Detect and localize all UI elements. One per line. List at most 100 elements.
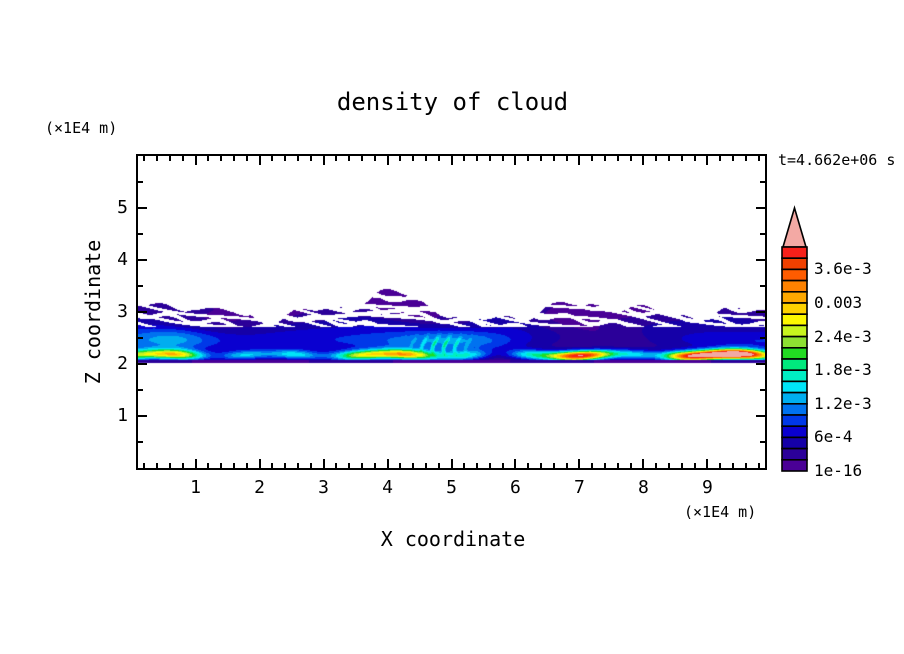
y-tick-label: 4 <box>117 249 128 270</box>
x-axis-tick <box>424 463 427 468</box>
x-tick-label: 5 <box>446 477 457 498</box>
x-axis-tick <box>642 156 645 165</box>
colorbar-cell <box>781 257 808 271</box>
x-axis-tick <box>476 156 479 161</box>
y-axis-tick <box>138 285 143 287</box>
x-axis-tick <box>168 463 171 468</box>
x-axis-tick <box>565 463 568 468</box>
colorbar-tick-label: 6e-4 <box>814 427 853 447</box>
x-axis-tick <box>322 156 325 165</box>
y-axis-tick <box>756 363 765 365</box>
x-axis-tick <box>591 156 594 161</box>
x-axis-tick <box>437 463 440 468</box>
x-axis-tick <box>271 463 274 468</box>
colorbar-cell <box>781 380 808 394</box>
x-axis-tick <box>284 463 287 468</box>
colorbar <box>779 205 810 473</box>
x-axis-tick <box>552 463 555 468</box>
x-tick-label: 7 <box>574 477 585 498</box>
x-axis-tick <box>143 463 146 468</box>
x-axis-tick <box>616 156 619 161</box>
x-tick-label: 6 <box>510 477 521 498</box>
x-axis-tick <box>732 156 734 161</box>
y-axis-tick <box>138 259 147 261</box>
colorbar-cell <box>781 268 808 282</box>
x-axis-tick <box>527 156 530 161</box>
colorbar-cell <box>781 279 808 293</box>
colorbar-overflow-arrow <box>781 205 808 248</box>
x-axis-tick <box>399 156 402 161</box>
x-axis-tick <box>220 156 223 161</box>
x-tick-label: 1 <box>190 477 201 498</box>
x-axis-tick <box>540 463 543 468</box>
colorbar-cell <box>781 425 808 439</box>
x-axis-tick <box>437 156 440 161</box>
x-axis-tick <box>450 156 453 165</box>
x-axis-tick <box>463 463 466 468</box>
x-axis-tick <box>757 156 760 161</box>
x-axis-tick <box>693 463 696 468</box>
y-axis-tick <box>138 181 143 183</box>
colorbar-tick-label: 1e-16 <box>814 461 863 480</box>
x-axis-tick <box>488 463 491 468</box>
x-axis-tick <box>655 156 658 161</box>
x-axis-tick <box>706 156 709 165</box>
x-axis-tick <box>156 463 159 468</box>
x-axis-tick <box>181 156 184 161</box>
x-axis-tick <box>258 156 261 165</box>
x-axis-tick <box>271 156 274 161</box>
x-axis-tick <box>309 156 312 161</box>
x-axis-tick <box>168 156 171 161</box>
x-axis-tick <box>348 463 351 468</box>
y-axis-tick <box>760 285 765 287</box>
x-axis-tick <box>732 463 734 468</box>
y-axis-tick <box>138 337 143 339</box>
x-axis-tick <box>629 156 632 161</box>
y-axis-tick <box>138 441 143 443</box>
x-axis-tick <box>258 459 261 468</box>
x-axis-tick <box>680 156 683 161</box>
colorbar-cell <box>781 414 808 427</box>
x-axis-tick <box>578 156 581 165</box>
x-axis-tick <box>501 463 504 468</box>
colorbar-cell <box>781 347 808 360</box>
x-axis-tick <box>245 463 248 468</box>
y-axis-tick <box>138 415 147 417</box>
x-axis-tick <box>565 156 568 161</box>
x-axis-tick <box>668 156 671 161</box>
x-axis-tick <box>373 463 376 468</box>
x-axis-tick <box>706 459 709 468</box>
y-axis-tick <box>756 259 765 261</box>
colorbar-cell <box>781 459 808 472</box>
x-axis-tick <box>412 156 415 161</box>
colorbar-tick-label: 1.8e-3 <box>814 360 872 380</box>
y-axis-tick <box>138 311 147 313</box>
x-axis-tick <box>386 459 389 468</box>
x-axis-tick <box>463 156 466 161</box>
x-axis-tick <box>540 156 543 161</box>
x-axis-tick <box>604 156 607 161</box>
colorbar-cell <box>781 335 808 349</box>
x-axis-tick <box>680 463 683 468</box>
x-axis-tick <box>284 156 287 161</box>
x-axis-tick <box>604 463 607 468</box>
y-axis-tick <box>760 181 765 183</box>
y-axis-tick <box>760 337 765 339</box>
x-axis-tick <box>450 459 453 468</box>
x-axis-tick <box>335 156 338 161</box>
y-axis-tick <box>138 363 147 365</box>
x-axis-tick <box>629 463 632 468</box>
y-axis-tick <box>756 311 765 313</box>
x-tick-label: 8 <box>638 477 649 498</box>
y-axis-tick <box>760 233 765 235</box>
y-axis-tick <box>138 389 143 391</box>
x-axis-tick <box>719 463 722 468</box>
x-axis-tick <box>194 459 197 468</box>
x-axis-tick <box>348 156 351 161</box>
y-axis-tick <box>760 441 765 443</box>
x-axis-tick <box>501 156 504 161</box>
x-tick-label: 3 <box>318 477 329 498</box>
colorbar-tick-label: 0.003 <box>814 293 863 312</box>
y-axis-title: Z coordinate <box>81 239 105 385</box>
